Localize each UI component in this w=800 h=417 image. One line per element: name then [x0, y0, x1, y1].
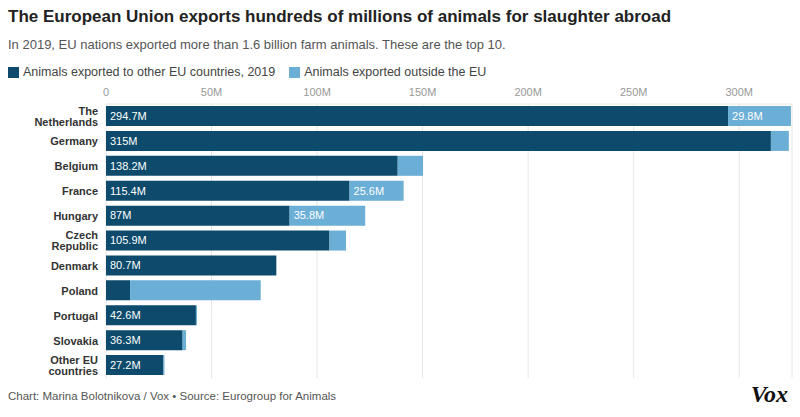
svg-text:315M: 315M [110, 135, 138, 147]
html-text:In 2019, EU nations exported m: In 2019, EU nations exported more than 1… [8, 37, 506, 52]
svg-text:Other EUcountries: Other EUcountries [48, 354, 98, 377]
svg-text:Germany: Germany [50, 135, 99, 147]
svg-text:138.2M: 138.2M [110, 160, 147, 172]
svg-text:294.7M: 294.7M [110, 110, 147, 122]
svg-text:80.7M: 80.7M [110, 259, 141, 271]
svg-text:France: France [62, 185, 98, 197]
svg-text:250M: 250M [620, 86, 648, 98]
svg-text:200M: 200M [514, 86, 542, 98]
svg-text:Belgium: Belgium [55, 160, 99, 172]
svg-text:0: 0 [103, 86, 109, 98]
html-text:Animals exported outside the E: Animals exported outside the EU [304, 65, 487, 79]
svg-text:87M: 87M [110, 209, 131, 221]
html-text:Vox: Vox [750, 381, 788, 407]
svg-text:27.2M: 27.2M [110, 359, 141, 371]
svg-text:100M: 100M [303, 86, 331, 98]
svg-text:29.8M: 29.8M [732, 110, 763, 122]
svg-text:Poland: Poland [61, 285, 98, 297]
svg-text:TheNetherlands: TheNetherlands [34, 105, 98, 128]
html-text:The European Union exports hun: The European Union exports hundreds of m… [8, 7, 672, 26]
svg-text:Hungary: Hungary [53, 210, 99, 222]
svg-text:35.8M: 35.8M [294, 209, 325, 221]
html-text:Animals exported to other EU c: Animals exported to other EU countries, … [23, 65, 276, 79]
svg-text:CzechRepublic: CzechRepublic [52, 229, 99, 252]
html-text:Chart: Marina Bolotnikova / Vo: Chart: Marina Bolotnikova / Vox • Source… [8, 390, 337, 402]
svg-text:Denmark: Denmark [51, 260, 99, 272]
svg-text:25.6M: 25.6M [354, 185, 385, 197]
svg-text:Slovakia: Slovakia [53, 335, 99, 347]
svg-text:Portugal: Portugal [53, 310, 98, 322]
svg-text:115.4M: 115.4M [110, 185, 146, 197]
svg-text:42.6M: 42.6M [110, 309, 141, 321]
svg-text:105.9M: 105.9M [110, 234, 147, 246]
svg-text:300M: 300M [725, 86, 753, 98]
svg-text:50M: 50M [201, 86, 222, 98]
svg-text:61.9M: 61.9M [200, 309, 231, 321]
svg-text:150M: 150M [409, 86, 437, 98]
svg-text:36.3M: 36.3M [110, 334, 141, 346]
